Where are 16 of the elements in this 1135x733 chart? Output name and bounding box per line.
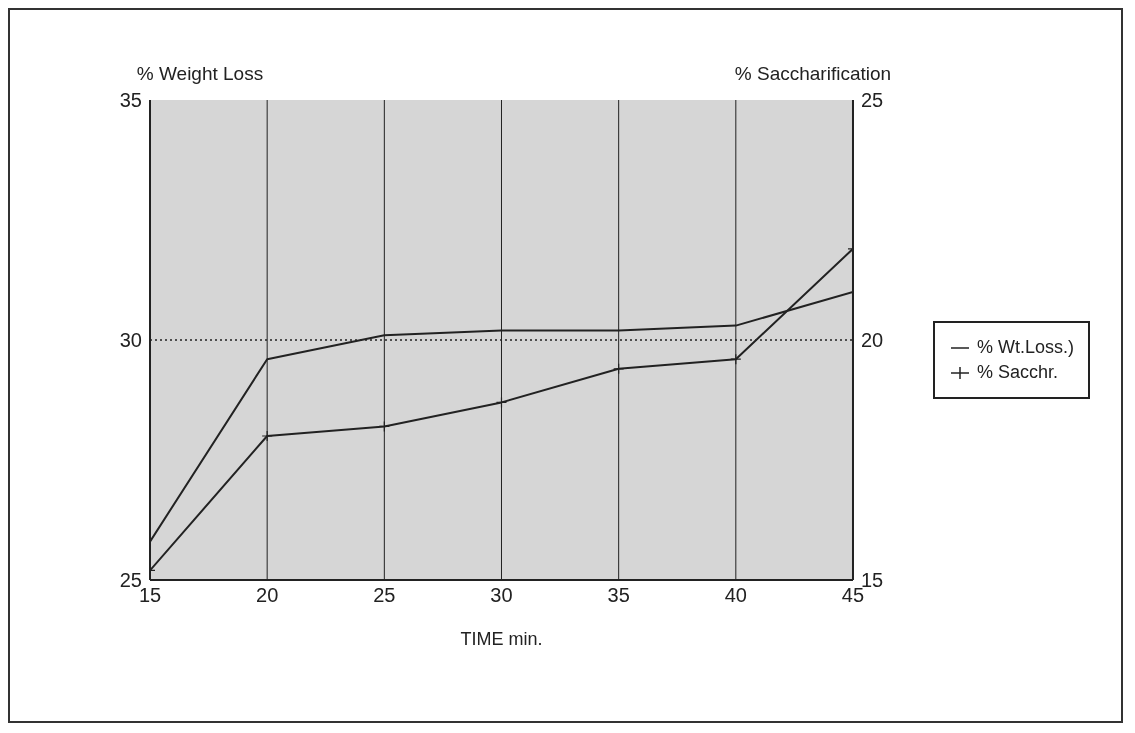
y-tick-label: 30	[119, 329, 142, 352]
x-axis-title: TIME min.	[460, 629, 543, 649]
y-axis-title: % Weight Loss	[136, 63, 264, 84]
y-tick-label: 35	[119, 89, 142, 112]
x-tick-label: 20	[256, 584, 279, 607]
x-tick-label: 30	[490, 584, 513, 607]
x-tick-label: 25	[373, 584, 396, 607]
y-tick-label: 25	[119, 569, 142, 592]
y2-tick-label: 15	[860, 569, 884, 592]
x-tick-label: 35	[607, 584, 630, 607]
x-tick-label: 40	[724, 584, 747, 607]
y2-axis-title: % Saccharification	[734, 63, 892, 84]
y2-tick-label: 20	[860, 329, 884, 352]
legend-label: % Wt.Loss.)	[976, 337, 1074, 358]
legend-label: % Sacchr.	[976, 362, 1059, 383]
y2-tick-label: 25	[860, 89, 884, 112]
